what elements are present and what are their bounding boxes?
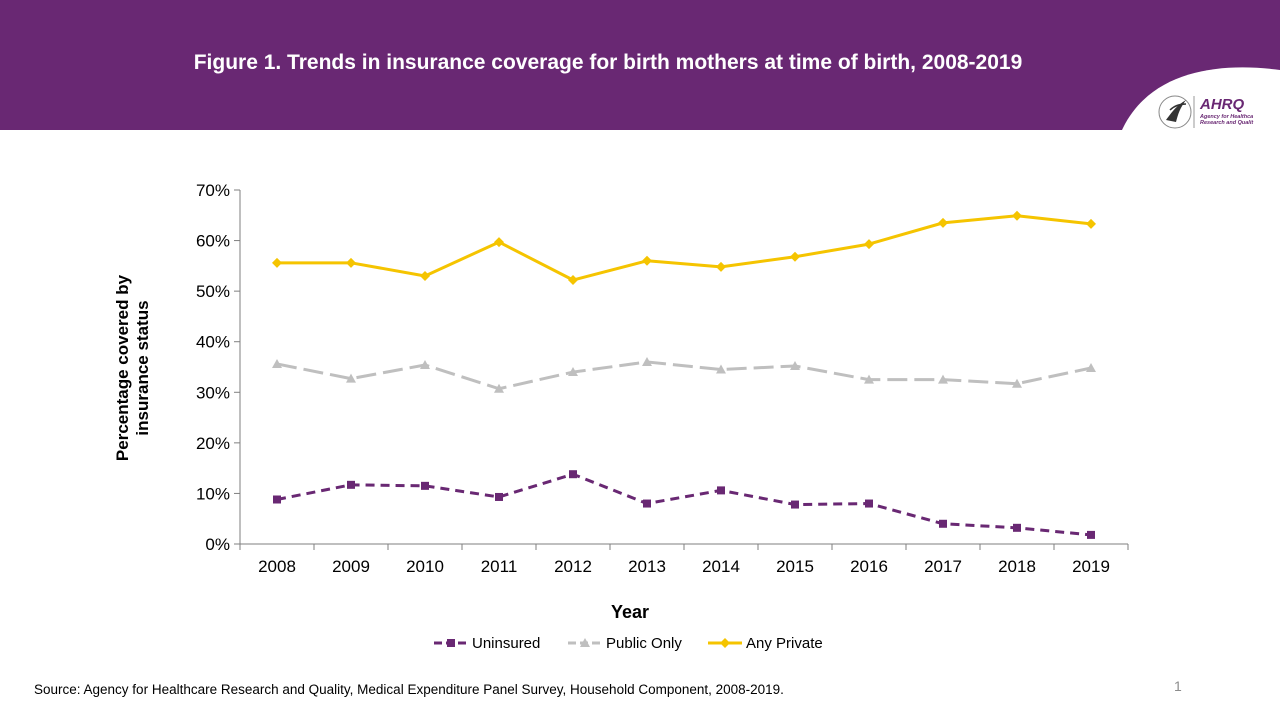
hhs-eagle-icon <box>1158 95 1192 129</box>
data-point-any-private <box>494 237 504 248</box>
x-tick-label: 2018 <box>998 557 1036 576</box>
legend-item-any-private: Any Private <box>708 635 823 652</box>
slide-title: Figure 1. Trends in insurance coverage f… <box>193 51 1023 74</box>
data-point-uninsured <box>865 499 873 508</box>
data-point-any-private <box>642 255 652 266</box>
x-tick-label: 2008 <box>258 557 296 576</box>
series-uninsured <box>273 470 1095 539</box>
x-axis-title: Year <box>611 602 649 622</box>
y-axis-title-line2: insurance status <box>133 300 152 435</box>
data-point-any-private <box>346 257 356 268</box>
series-layer <box>272 210 1096 539</box>
data-point-uninsured <box>273 495 281 504</box>
data-point-any-private <box>1012 210 1022 221</box>
data-point-public-only <box>790 360 800 370</box>
data-point-any-private <box>420 270 430 281</box>
legend-marker-any-private <box>720 638 730 648</box>
data-point-public-only <box>716 364 726 374</box>
x-tick-label: 2009 <box>332 557 370 576</box>
source-note: Source: Agency for Healthcare Research a… <box>34 682 784 697</box>
data-point-uninsured <box>421 481 429 490</box>
x-tick-label: 2011 <box>481 557 518 576</box>
y-tick-label: 70% <box>196 181 230 200</box>
title-banner <box>0 0 1280 130</box>
data-point-uninsured <box>643 499 651 508</box>
ahrq-tagline: Agency for Healthca Research and Qualit <box>1200 114 1253 126</box>
series-public-only <box>272 356 1096 393</box>
y-axis-ticks: 0% 10% 20% 30% 40% 50% 60% 70% <box>196 181 240 554</box>
data-point-any-private <box>272 257 282 268</box>
chart-legend: Uninsured Public Only Any Private <box>434 635 823 652</box>
logo-badge <box>1122 67 1280 130</box>
data-point-uninsured <box>1087 530 1095 539</box>
legend-item-public-only: Public Only <box>568 635 682 652</box>
x-tick-label: 2019 <box>1072 557 1110 576</box>
legend-label-public-only: Public Only <box>606 635 682 652</box>
data-point-public-only <box>568 367 578 377</box>
data-point-public-only <box>864 374 874 384</box>
x-tick-label: 2015 <box>776 557 814 576</box>
data-point-uninsured <box>939 519 947 528</box>
data-point-any-private <box>790 251 800 262</box>
data-point-any-private <box>568 275 578 286</box>
page-number: 1 <box>1174 678 1182 694</box>
data-point-public-only <box>1012 378 1022 388</box>
legend-marker-public-only <box>580 638 590 647</box>
data-point-uninsured <box>791 500 799 509</box>
data-point-public-only <box>938 374 948 384</box>
ahrq-tagline-line2: Research and Qualit <box>1200 120 1254 126</box>
y-tick-label: 50% <box>196 282 230 301</box>
y-tick-label: 20% <box>196 434 230 453</box>
x-axis-ticks: 2008 2009 2010 2011 2012 2013 2014 2015 2016 2017… <box>239 544 1129 576</box>
x-tick-label: 2012 <box>554 557 592 576</box>
x-tick-label: 2010 <box>406 557 444 576</box>
legend-marker-uninsured <box>447 639 455 647</box>
legend-label-uninsured: Uninsured <box>472 635 540 652</box>
x-tick-label: 2013 <box>628 557 666 576</box>
data-point-uninsured <box>569 470 577 479</box>
data-point-any-private <box>716 261 726 272</box>
data-point-public-only <box>1086 363 1096 373</box>
series-line-any-private <box>277 214 1092 282</box>
data-point-public-only <box>272 358 282 368</box>
data-point-public-only <box>420 359 430 369</box>
series-any-private <box>272 210 1096 286</box>
y-tick-label: 0% <box>205 535 230 554</box>
data-point-public-only <box>494 383 504 393</box>
data-point-any-private <box>1086 218 1096 229</box>
y-axis-title-line1: Percentage covered by <box>113 274 132 461</box>
y-tick-label: 40% <box>196 333 230 352</box>
x-tick-label: 2014 <box>702 557 740 576</box>
data-point-uninsured <box>347 480 355 489</box>
data-point-any-private <box>864 239 874 250</box>
series-line-public-only <box>276 360 1092 391</box>
ahrq-tagline-line1: Agency for Healthca <box>1200 114 1254 120</box>
x-tick-label: 2016 <box>850 557 888 576</box>
data-point-public-only <box>642 356 652 366</box>
ahrq-logo-text: AHRQ <box>1200 96 1245 113</box>
data-point-uninsured <box>495 492 503 501</box>
data-point-public-only <box>346 373 356 383</box>
logo-badge-shape <box>1122 67 1280 130</box>
y-tick-label: 30% <box>196 383 230 402</box>
y-tick-label: 10% <box>196 484 230 503</box>
data-point-uninsured <box>717 486 725 495</box>
series-line-uninsured <box>276 472 1092 537</box>
data-point-uninsured <box>1013 523 1021 532</box>
x-tick-label: 2017 <box>924 557 962 576</box>
data-point-any-private <box>938 217 948 228</box>
legend-label-any-private: Any Private <box>746 635 823 652</box>
legend-item-uninsured: Uninsured <box>434 635 540 652</box>
y-tick-label: 60% <box>196 232 230 251</box>
